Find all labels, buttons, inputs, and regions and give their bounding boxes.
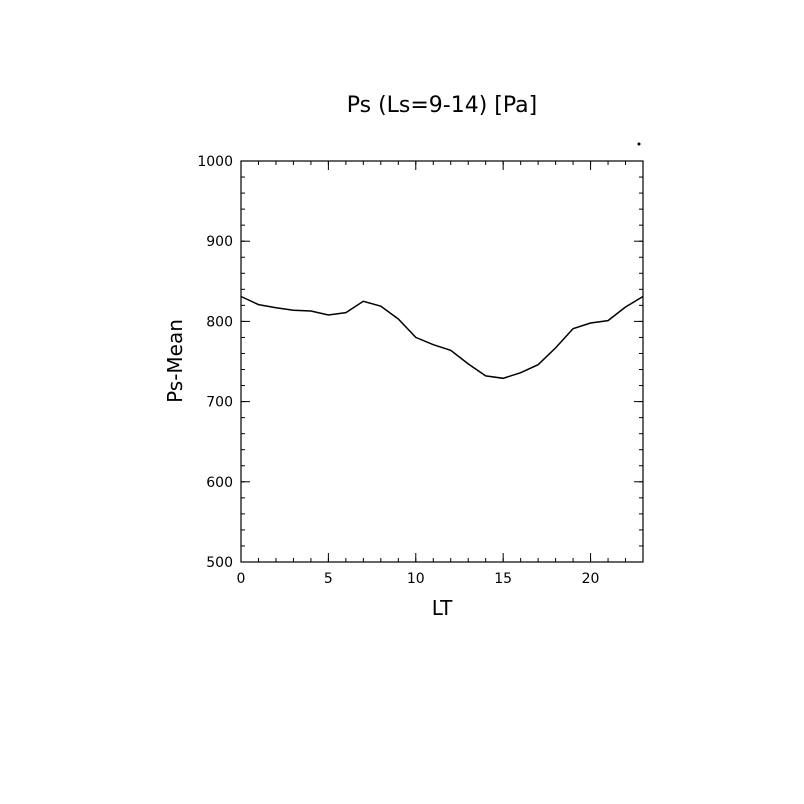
y-tick-label: 800 (206, 314, 233, 330)
corner-dot (637, 142, 641, 146)
y-tick-label: 600 (206, 475, 233, 491)
chart-title: Ps (Ls=9-14) [Pa] (347, 93, 538, 118)
x-axis-label: LT (432, 596, 453, 620)
x-tick-label: 5 (324, 571, 333, 587)
y-tick-label: 700 (206, 395, 233, 411)
y-axis-ticks: 500 600 700 800 900 1000 (197, 154, 643, 571)
series-line (240, 295, 644, 380)
x-axis-ticks: 0 5 10 15 20 (237, 161, 644, 587)
plot-frame (240, 160, 644, 563)
y-tick-label: 500 (206, 555, 233, 571)
y-tick-label: 900 (206, 234, 233, 250)
x-tick-label: 10 (407, 571, 425, 587)
x-tick-label: 0 (237, 571, 246, 587)
y-axis-label: Ps-Mean (163, 319, 187, 403)
x-tick-label: 15 (494, 571, 512, 587)
x-tick-label: 20 (582, 571, 600, 587)
y-tick-label: 1000 (197, 154, 233, 170)
